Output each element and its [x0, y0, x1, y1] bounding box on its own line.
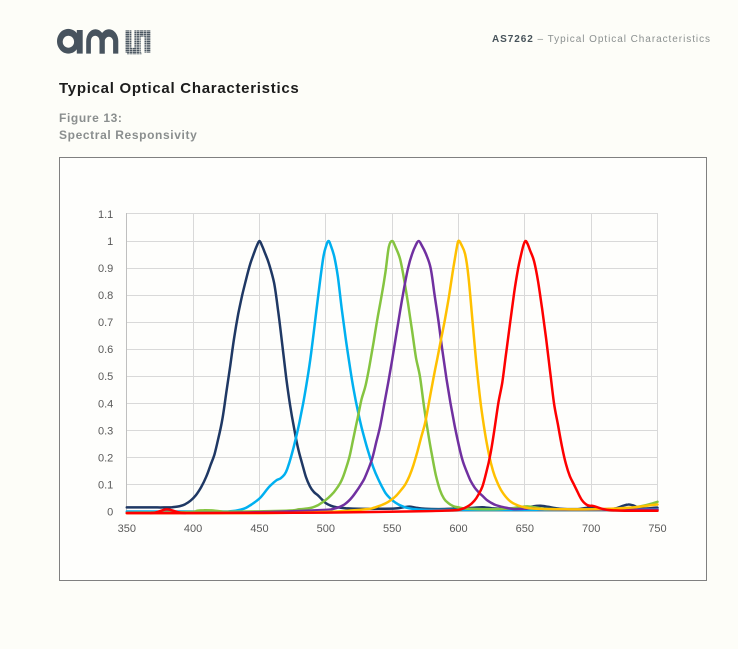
- svg-text:400: 400: [184, 523, 202, 535]
- svg-text:0.2: 0.2: [98, 452, 113, 464]
- svg-text:0.6: 0.6: [98, 344, 113, 356]
- svg-text:0.9: 0.9: [98, 263, 113, 275]
- svg-text:0.5: 0.5: [98, 371, 113, 383]
- svg-text:600: 600: [449, 523, 467, 535]
- svg-text:550: 550: [383, 523, 401, 535]
- svg-text:650: 650: [516, 523, 534, 535]
- svg-text:0.7: 0.7: [98, 317, 113, 329]
- svg-text:1: 1: [107, 236, 113, 248]
- svg-text:0.1: 0.1: [98, 479, 113, 491]
- svg-text:0.3: 0.3: [98, 425, 113, 437]
- svg-text:0.8: 0.8: [98, 290, 113, 302]
- svg-text:0: 0: [107, 507, 113, 519]
- svg-text:700: 700: [582, 523, 600, 535]
- svg-text:350: 350: [118, 523, 136, 535]
- svg-text:450: 450: [250, 523, 268, 535]
- svg-text:1.1: 1.1: [98, 209, 113, 221]
- svg-text:750: 750: [648, 523, 666, 535]
- svg-text:0.4: 0.4: [98, 398, 113, 410]
- svg-text:500: 500: [317, 523, 335, 535]
